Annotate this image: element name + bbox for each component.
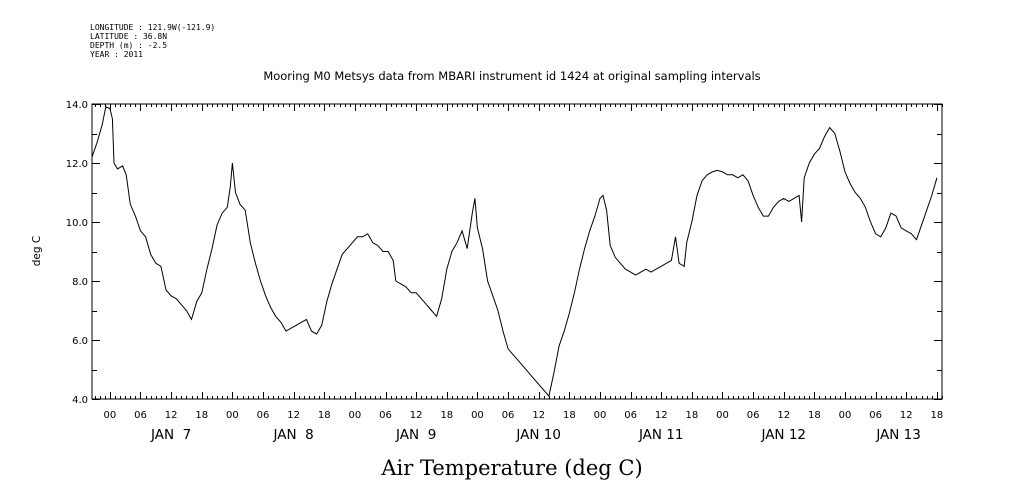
x-tick-label: 00 [471,410,484,421]
x-tick-label: 12 [777,410,790,421]
y-tick-label: 8.0 [72,277,88,288]
y-tick-label: 6.0 [72,336,88,347]
x-tick-label: 18 [440,410,453,421]
x-day-label: JAN 10 [515,427,561,443]
x-day-label: JAN 7 [150,427,191,443]
x-tick-label: 18 [685,410,698,421]
metadata-block: LONGITUDE : 121.9W(-121.9) LATITUDE : 36… [90,23,215,59]
x-tick-label: 00 [349,410,362,421]
x-tick-label: 06 [379,410,392,421]
x-tick-label: 00 [594,410,607,421]
y-tick-label: 4.0 [72,395,88,406]
x-tick-label: 12 [532,410,545,421]
x-tick-label: 18 [318,410,331,421]
y-axis: 4.0 6.0 8.0 10.0 12.0 14.0 [66,100,942,406]
x-day-label: JAN 8 [273,427,314,443]
meta-latitude: LATITUDE : 36.8N [90,32,167,41]
x-tick-label: 12 [900,410,913,421]
meta-year: YEAR : 2011 [90,50,143,59]
x-tick-label: 12 [287,410,300,421]
x-axis-label: Air Temperature (deg C) [380,456,642,480]
x-tick-label: 12 [165,410,178,421]
x-tick-label: 06 [869,410,882,421]
x-tick-label: 00 [104,410,117,421]
meta-depth: DEPTH (m) : -2.5 [90,41,167,50]
x-tick-label: 06 [257,410,270,421]
x-tick-label: 00 [839,410,852,421]
x-tick-label: 06 [624,410,637,421]
x-tick-label: 18 [931,410,944,421]
x-day-label: JAN 13 [875,427,921,443]
y-tick-label: 12.0 [66,159,88,170]
x-tick-label: 18 [563,410,576,421]
x-tick-label: 00 [226,410,239,421]
x-tick-label: 00 [716,410,729,421]
series-line-air-temperature [91,106,938,398]
x-tick-label: 06 [134,410,147,421]
x-tick-label: 12 [410,410,423,421]
x-day-label: JAN 12 [760,427,806,443]
x-day-label: JAN 11 [638,427,684,443]
x-day-labels: JAN 7 JAN 8 JAN 9 JAN 10 JAN 11 JAN 12 JAN 13 [150,427,921,443]
x-tick-label: 18 [808,410,821,421]
x-tick-label: 06 [502,410,515,421]
x-tick-label: 12 [655,410,668,421]
y-tick-label: 10.0 [66,218,88,229]
x-tick-label: 06 [747,410,760,421]
chart-title: Mooring M0 Metsys data from MBARI instru… [263,69,760,83]
meta-longitude: LONGITUDE : 121.9W(-121.9) [90,23,215,32]
x-tick-label: 18 [195,410,208,421]
plot-frame [91,103,943,400]
y-tick-label: 14.0 [66,100,88,111]
x-day-label: JAN 9 [395,427,436,443]
y-axis-label: deg C [31,236,43,266]
x-axis: 00 06 12 18 00 06 12 18 00 06 12 18 00 06 12 18 00 06 12 18… [95,104,944,421]
